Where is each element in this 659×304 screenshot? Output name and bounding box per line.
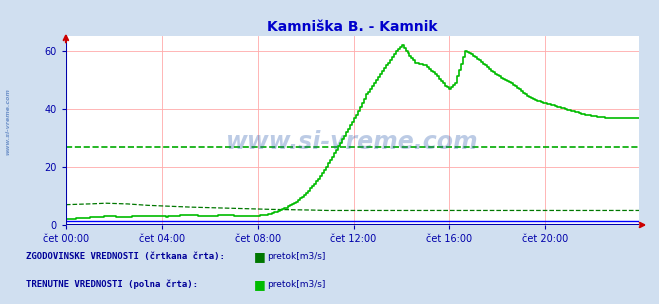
Text: ■: ■ bbox=[254, 250, 266, 263]
Text: TRENUTNE VREDNOSTI (polna črta):: TRENUTNE VREDNOSTI (polna črta): bbox=[26, 279, 198, 289]
Text: pretok[m3/s]: pretok[m3/s] bbox=[267, 252, 326, 261]
Text: ■: ■ bbox=[254, 278, 266, 291]
Title: Kamniška B. - Kamnik: Kamniška B. - Kamnik bbox=[268, 20, 438, 34]
Text: pretok[m3/s]: pretok[m3/s] bbox=[267, 280, 326, 289]
Text: www.si-vreme.com: www.si-vreme.com bbox=[5, 88, 11, 155]
Text: www.si-vreme.com: www.si-vreme.com bbox=[226, 130, 479, 154]
Text: ZGODOVINSKE VREDNOSTI (črtkana črta):: ZGODOVINSKE VREDNOSTI (črtkana črta): bbox=[26, 252, 225, 261]
